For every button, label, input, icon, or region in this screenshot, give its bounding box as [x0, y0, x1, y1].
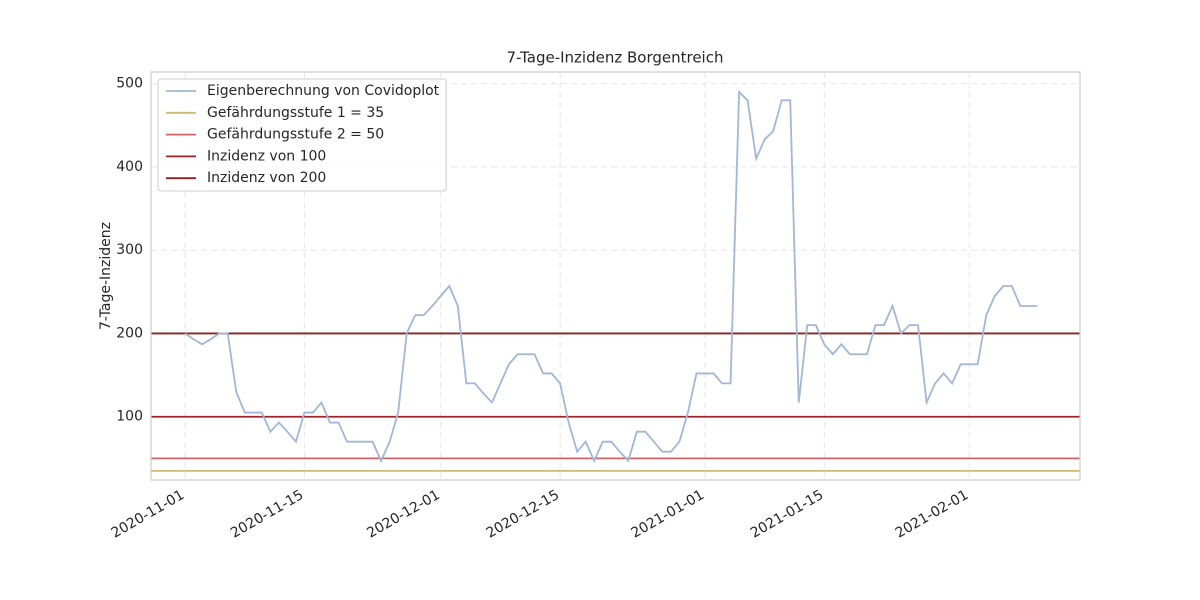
data-line: [184, 89, 1038, 464]
chart-title: 7-Tage-Inzidenz Borgentreich: [507, 49, 724, 67]
legend-label: Inzidenz von 200: [207, 170, 326, 186]
y-tick-label: 100: [116, 409, 143, 425]
legend-frame: [157, 78, 447, 192]
x-tick-label: 2020-12-01: [364, 487, 442, 542]
x-tick-label: 2021-01-01: [629, 487, 707, 542]
x-tick-label: 2020-11-15: [228, 487, 306, 542]
x-tick-label: 2021-01-15: [748, 487, 826, 542]
legend-label: Gefährdungsstufe 1 = 35: [207, 105, 384, 121]
x-tick-label: 2021-02-01: [893, 487, 971, 542]
y-tick-label: 300: [116, 242, 143, 258]
y-tick-label: 500: [116, 76, 143, 92]
legend-label: Inzidenz von 100: [207, 148, 326, 164]
y-tick-label: 400: [116, 159, 143, 175]
y-axis-label: 7-Tage-Inzidenz: [98, 222, 114, 330]
legend-label: Eigenberechnung von Covidoplot: [207, 83, 440, 99]
y-tick-label: 200: [116, 325, 143, 341]
legend: Eigenberechnung von Covidoplot Gefährdung…: [157, 78, 447, 192]
legend-label: Gefährdungsstufe 2 = 50: [207, 127, 384, 143]
x-tick-label: 2020-12-15: [484, 487, 562, 542]
plot-frame: [150, 71, 1081, 481]
x-tick-label: 2020-11-01: [109, 487, 187, 542]
